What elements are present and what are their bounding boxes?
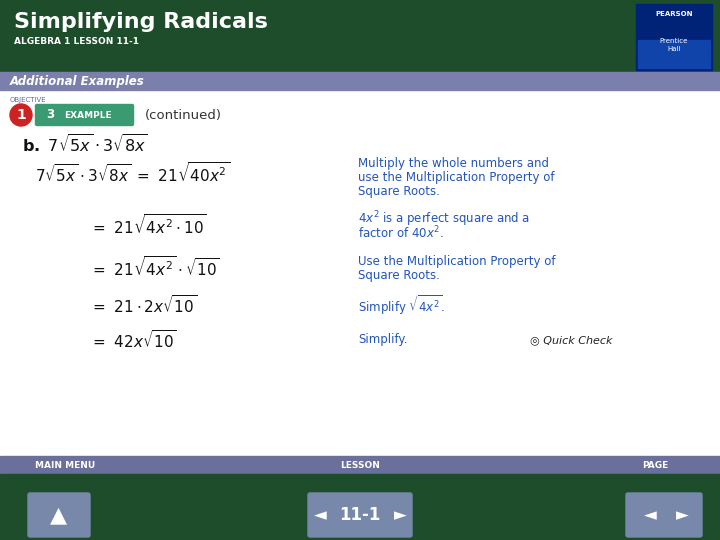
Text: $=\ 21\sqrt{4x^2} \cdot \sqrt{10}$: $=\ 21\sqrt{4x^2} \cdot \sqrt{10}$ bbox=[90, 255, 220, 279]
Text: use the Multiplication Property of: use the Multiplication Property of bbox=[358, 171, 554, 184]
Bar bbox=[638, 40, 710, 68]
Text: factor of 40$x^2$.: factor of 40$x^2$. bbox=[358, 225, 444, 241]
Text: Simplifying Radicals: Simplifying Radicals bbox=[14, 12, 268, 32]
Text: EXAMPLE: EXAMPLE bbox=[64, 111, 112, 119]
Text: ALGEBRA 1 LESSON 11-1: ALGEBRA 1 LESSON 11-1 bbox=[14, 37, 139, 46]
Text: $7\sqrt{5x} \cdot 3\sqrt{8x}\ =\ 21\sqrt{40x^2}$: $7\sqrt{5x} \cdot 3\sqrt{8x}\ =\ 21\sqrt… bbox=[35, 161, 230, 185]
Bar bbox=[636, 4, 712, 70]
Bar bbox=[0, 456, 720, 474]
Circle shape bbox=[10, 104, 32, 126]
Bar bbox=[0, 0, 720, 72]
Text: Multiply the whole numbers and: Multiply the whole numbers and bbox=[358, 157, 549, 170]
Text: Square Roots.: Square Roots. bbox=[358, 268, 440, 281]
Text: $\mathbf{b.}\ 7\sqrt{5x} \cdot 3\sqrt{8x}$: $\mathbf{b.}\ 7\sqrt{5x} \cdot 3\sqrt{8x… bbox=[22, 134, 148, 156]
Text: Additional Examples: Additional Examples bbox=[10, 75, 145, 87]
Text: MAIN MENU: MAIN MENU bbox=[35, 461, 95, 469]
Text: PEARSON: PEARSON bbox=[655, 11, 693, 17]
Text: ◄: ◄ bbox=[644, 506, 657, 524]
FancyBboxPatch shape bbox=[28, 493, 90, 537]
FancyBboxPatch shape bbox=[308, 493, 412, 537]
FancyBboxPatch shape bbox=[626, 493, 702, 537]
Text: Simplify $\sqrt{4x^2}$.: Simplify $\sqrt{4x^2}$. bbox=[358, 293, 445, 317]
Text: 3: 3 bbox=[46, 109, 54, 122]
Text: PAGE: PAGE bbox=[642, 461, 668, 469]
Text: $=\ 21\sqrt{4x^2 \cdot 10}$: $=\ 21\sqrt{4x^2 \cdot 10}$ bbox=[90, 213, 207, 237]
Text: $4x^2$ is a perfect square and a: $4x^2$ is a perfect square and a bbox=[358, 209, 530, 229]
Text: OBJECTIVE: OBJECTIVE bbox=[10, 97, 47, 103]
Text: ▲: ▲ bbox=[50, 505, 68, 525]
Text: $=\ 21 \cdot 2x\sqrt{10}$: $=\ 21 \cdot 2x\sqrt{10}$ bbox=[90, 294, 197, 316]
Text: Prentice
Hall: Prentice Hall bbox=[660, 38, 688, 52]
Text: ►: ► bbox=[394, 506, 406, 524]
Text: $=\ 42x\sqrt{10}$: $=\ 42x\sqrt{10}$ bbox=[90, 329, 176, 351]
Text: LESSON: LESSON bbox=[340, 461, 380, 469]
FancyBboxPatch shape bbox=[35, 105, 133, 125]
Text: (continued): (continued) bbox=[145, 109, 222, 122]
Bar bbox=[0, 474, 720, 540]
Text: Square Roots.: Square Roots. bbox=[358, 185, 440, 198]
Text: 1: 1 bbox=[16, 108, 26, 122]
Text: Use the Multiplication Property of: Use the Multiplication Property of bbox=[358, 254, 556, 267]
Text: ◄: ◄ bbox=[314, 506, 326, 524]
Text: ►: ► bbox=[675, 506, 688, 524]
Text: ◎ Quick Check: ◎ Quick Check bbox=[530, 335, 613, 345]
Text: Simplify.: Simplify. bbox=[358, 334, 408, 347]
Bar bbox=[0, 72, 720, 90]
Text: 11-1: 11-1 bbox=[339, 506, 381, 524]
